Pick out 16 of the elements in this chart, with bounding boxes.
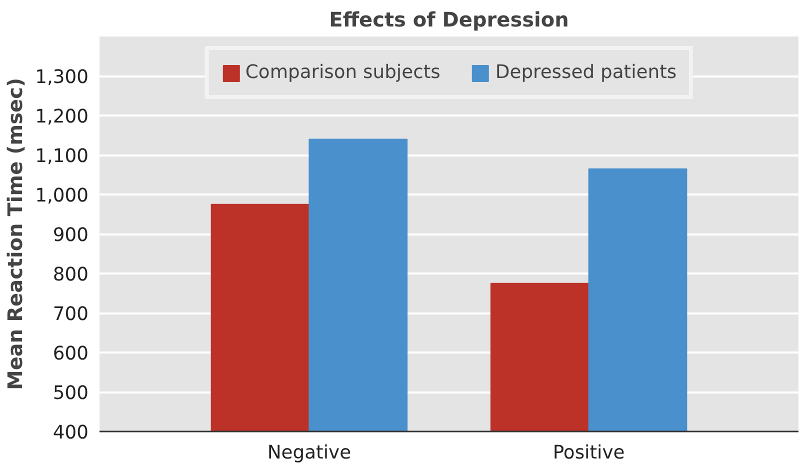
y-tick-label: 400 bbox=[52, 422, 88, 444]
y-tick-label: 500 bbox=[52, 383, 88, 404]
x-tick-label: Negative bbox=[267, 442, 352, 464]
y-axis-title: Mean Reaction Time (msec) bbox=[3, 78, 28, 390]
y-tick-label: 600 bbox=[52, 344, 88, 364]
legend-label: Comparison subjects bbox=[245, 62, 440, 83]
y-tick-label: 1,000 bbox=[35, 186, 89, 206]
y-tick-label: 1,300 bbox=[35, 67, 89, 88]
y-tick-label: 1,100 bbox=[35, 146, 89, 167]
y-tick-label: 800 bbox=[52, 264, 88, 286]
y-tick-label: 900 bbox=[52, 225, 88, 246]
y-tick-label: 700 bbox=[52, 304, 88, 325]
y-tick-label: 1,200 bbox=[35, 106, 89, 128]
chart-title: Effects of Depression bbox=[329, 8, 569, 32]
legend-label: Depressed patients bbox=[495, 62, 677, 83]
x-tick-label: Positive bbox=[552, 442, 625, 464]
